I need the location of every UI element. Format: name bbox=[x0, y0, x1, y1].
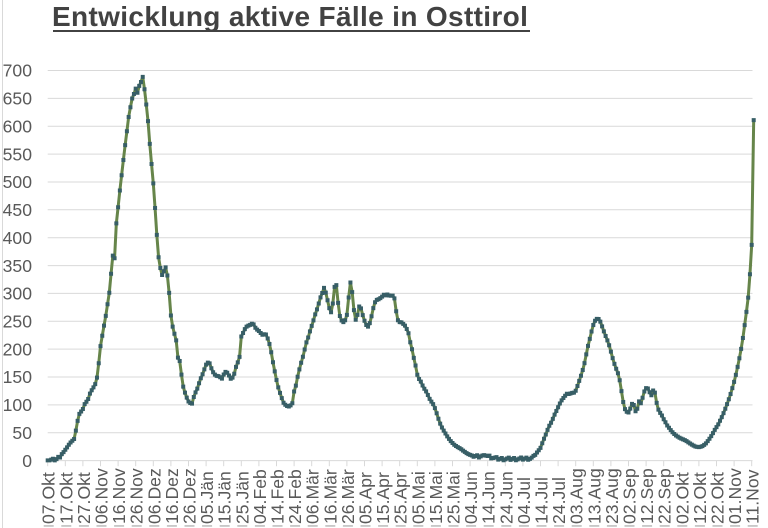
svg-text:22.Okt: 22.Okt bbox=[708, 472, 728, 524]
svg-text:700: 700 bbox=[3, 61, 33, 81]
svg-text:06.Nov: 06.Nov bbox=[92, 468, 112, 524]
svg-text:150: 150 bbox=[3, 367, 33, 387]
svg-text:07.Okt: 07.Okt bbox=[39, 472, 59, 524]
svg-text:16.Mär: 16.Mär bbox=[320, 469, 340, 524]
svg-text:26.Nov: 26.Nov bbox=[127, 468, 147, 524]
svg-text:23.Aug: 23.Aug bbox=[602, 468, 622, 524]
svg-text:15.Mai: 15.Mai bbox=[426, 471, 446, 524]
svg-text:300: 300 bbox=[3, 284, 33, 304]
svg-text:26.Mär: 26.Mär bbox=[338, 469, 358, 524]
svg-text:550: 550 bbox=[3, 144, 33, 164]
svg-text:24.Feb: 24.Feb bbox=[285, 469, 305, 524]
svg-text:50: 50 bbox=[12, 423, 32, 443]
svg-text:14.Jul: 14.Jul bbox=[532, 477, 552, 524]
svg-text:27.Okt: 27.Okt bbox=[74, 472, 94, 524]
svg-text:26.Dez: 26.Dez bbox=[180, 468, 200, 524]
svg-text:25.Apr: 25.Apr bbox=[391, 472, 411, 524]
svg-text:12.Sep: 12.Sep bbox=[637, 468, 657, 524]
svg-text:650: 650 bbox=[3, 89, 33, 109]
svg-text:0: 0 bbox=[22, 451, 32, 471]
svg-text:16.Dez: 16.Dez bbox=[162, 468, 182, 524]
svg-text:25.Jän: 25.Jän bbox=[232, 471, 252, 524]
svg-text:16.Nov: 16.Nov bbox=[109, 468, 129, 524]
svg-text:06.Mär: 06.Mär bbox=[303, 469, 323, 524]
svg-text:04.Jul: 04.Jul bbox=[514, 477, 534, 524]
svg-text:600: 600 bbox=[3, 116, 33, 136]
svg-text:100: 100 bbox=[3, 395, 33, 415]
svg-text:400: 400 bbox=[3, 228, 33, 248]
svg-text:200: 200 bbox=[3, 339, 33, 359]
svg-text:02.Okt: 02.Okt bbox=[672, 472, 692, 524]
svg-text:05.Mai: 05.Mai bbox=[408, 471, 428, 524]
svg-text:05.Apr: 05.Apr bbox=[356, 472, 376, 524]
svg-text:250: 250 bbox=[3, 312, 33, 332]
svg-text:04.Jun: 04.Jun bbox=[461, 471, 481, 524]
svg-text:24.Jun: 24.Jun bbox=[496, 471, 516, 524]
svg-text:05.Jän: 05.Jän bbox=[197, 471, 217, 524]
svg-text:350: 350 bbox=[3, 256, 33, 276]
svg-text:22.Sep: 22.Sep bbox=[655, 468, 675, 524]
svg-text:01.Nov: 01.Nov bbox=[725, 468, 745, 524]
svg-text:11.Nov: 11.Nov bbox=[743, 469, 763, 524]
svg-text:25.Mai: 25.Mai bbox=[444, 471, 464, 524]
svg-text:17.Okt: 17.Okt bbox=[56, 472, 76, 524]
svg-text:14.Feb: 14.Feb bbox=[268, 469, 288, 524]
svg-text:02.Sep: 02.Sep bbox=[620, 468, 640, 524]
svg-text:14.Jun: 14.Jun bbox=[479, 471, 499, 524]
svg-text:500: 500 bbox=[3, 172, 33, 192]
svg-text:12.Okt: 12.Okt bbox=[690, 472, 710, 524]
svg-text:15.Jän: 15.Jän bbox=[215, 471, 235, 524]
svg-text:15.Apr: 15.Apr bbox=[373, 472, 393, 524]
svg-text:450: 450 bbox=[3, 200, 33, 220]
svg-text:13.Aug: 13.Aug bbox=[584, 468, 604, 524]
svg-text:06.Dez: 06.Dez bbox=[144, 468, 164, 524]
svg-text:04.Feb: 04.Feb bbox=[250, 469, 270, 524]
svg-text:24.Jul: 24.Jul bbox=[549, 477, 569, 524]
svg-text:03.Aug: 03.Aug bbox=[567, 468, 587, 524]
